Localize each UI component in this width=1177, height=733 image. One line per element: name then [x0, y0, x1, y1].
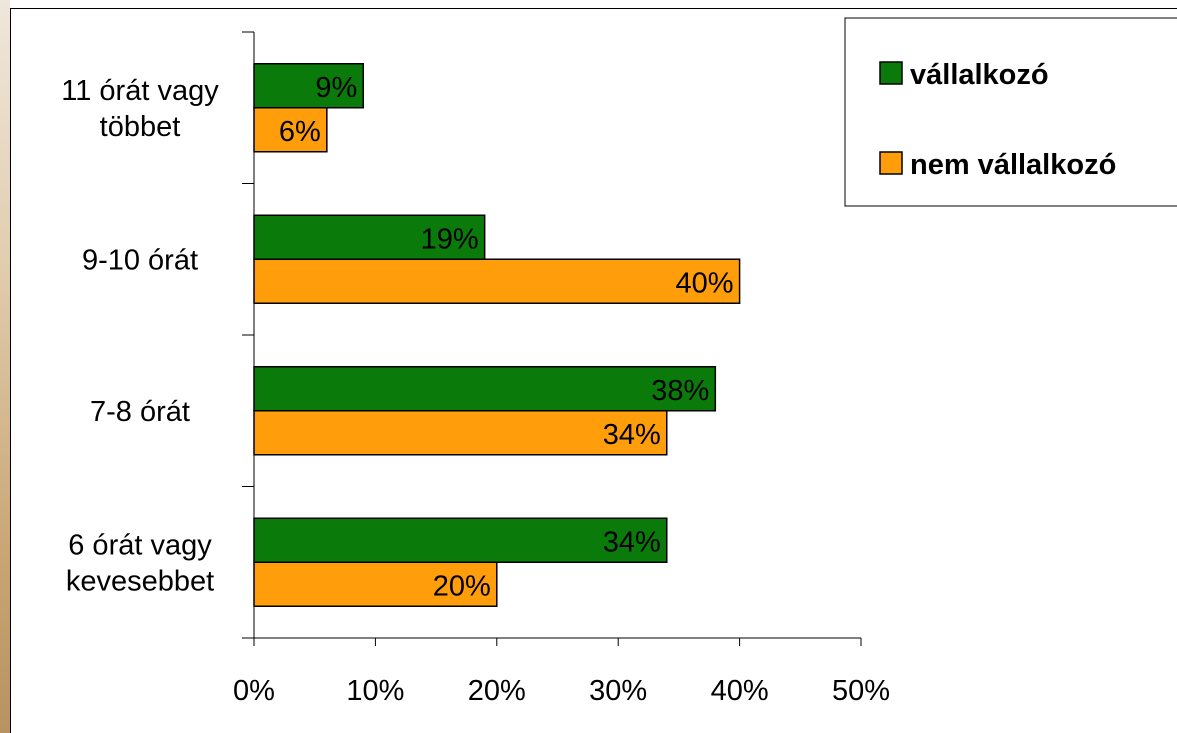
- category-label: 6 órát vagy: [68, 529, 212, 561]
- bar-data-label: 20%: [433, 570, 491, 602]
- category-label: 9-10 órát: [82, 244, 198, 276]
- decorative-side-strip: [0, 0, 10, 733]
- category-label: kevesebbet: [66, 565, 214, 597]
- bar-vallalkozo: [253, 517, 668, 563]
- bar-data-label: 9%: [315, 72, 357, 104]
- legend-swatch-vallalkozo: [879, 61, 903, 85]
- bar-data-label: 40%: [676, 267, 734, 299]
- bar-nem-vallalkozo: [253, 410, 668, 456]
- bar-data-label: 34%: [603, 526, 661, 558]
- x-tick-label: 20%: [468, 675, 526, 707]
- bar-data-label: 6%: [279, 116, 321, 148]
- category-label: 7-8 órát: [90, 396, 190, 428]
- bar-vallalkozo: [253, 366, 717, 412]
- bar-nem-vallalkozo: [253, 258, 741, 304]
- category-label: 11 órát vagy: [61, 75, 219, 107]
- category-label: többet: [100, 111, 181, 143]
- bar-vallalkozo: [253, 214, 486, 260]
- x-tick-label: 30%: [589, 675, 647, 707]
- x-tick-label: 40%: [711, 675, 769, 707]
- x-tick-label: 50%: [832, 675, 890, 707]
- bar-data-label: 34%: [603, 419, 661, 451]
- x-tick-label: 0%: [233, 675, 275, 707]
- bar-vallalkozo: [253, 63, 365, 109]
- bar-data-label: 19%: [421, 223, 479, 255]
- bar-data-label: 38%: [651, 375, 709, 407]
- bar-nem-vallalkozo: [253, 107, 328, 153]
- legend-label: vállalkozó: [910, 59, 1049, 91]
- legend-swatch-nem-vallalkozo: [879, 151, 903, 175]
- bar-nem-vallalkozo: [253, 561, 498, 607]
- x-tick-label: 10%: [346, 675, 404, 707]
- legend-label: nem vállalkozó: [910, 149, 1116, 181]
